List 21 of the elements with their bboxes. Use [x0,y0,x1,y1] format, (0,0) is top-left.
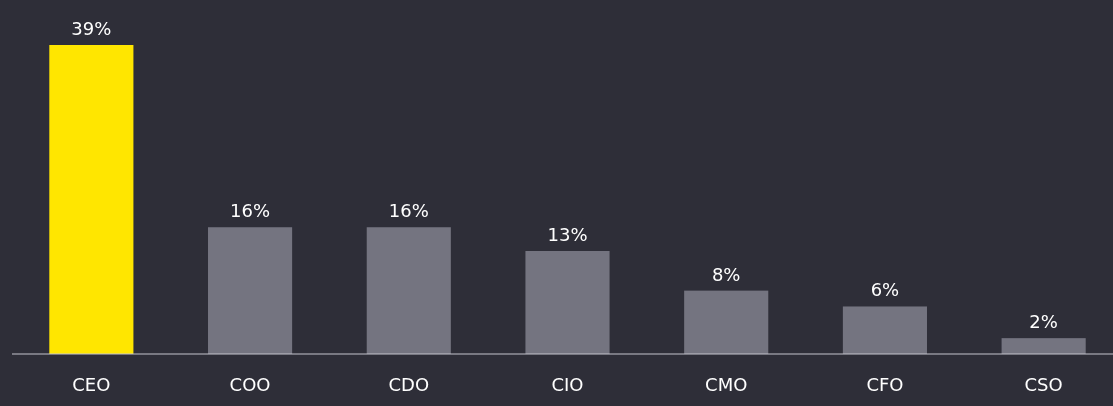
data-label: 13% [547,224,588,245]
bar [525,251,610,354]
data-label: 16% [230,200,271,222]
x-tick-label: CFO [866,374,904,395]
x-tick-label: CMO [705,374,748,395]
bar [49,45,134,354]
x-tick-label: CDO [388,374,430,395]
bar [842,306,927,354]
x-tick-label: CEO [72,374,111,395]
data-label: 6% [870,279,900,301]
bar [684,290,769,354]
x-tick-label: CSO [1024,374,1063,395]
x-tick-label: COO [229,374,271,395]
data-label: 16% [388,200,429,222]
data-label: 39% [71,18,112,39]
data-label: 8% [711,263,741,285]
x-tick-label: CIO [551,374,584,395]
bar [1001,338,1086,354]
data-label: 2% [1029,311,1058,333]
bar [366,227,451,354]
bar [208,227,293,354]
